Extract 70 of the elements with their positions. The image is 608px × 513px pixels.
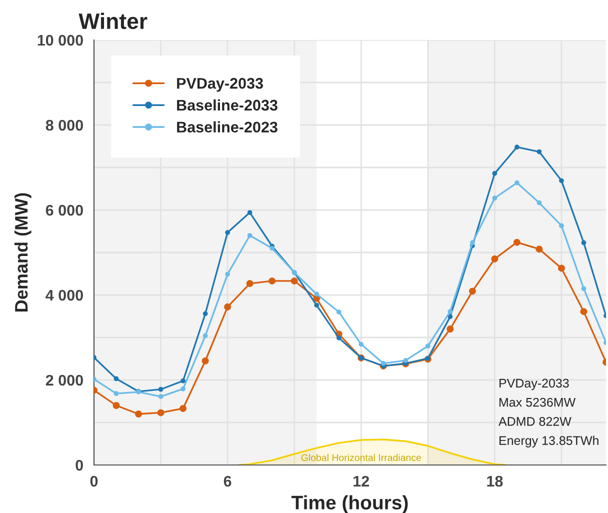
point <box>202 311 208 316</box>
annotation: Max 5236MW <box>500 398 576 407</box>
y-tick-label: 8 000 <box>46 120 83 131</box>
line-series <box>94 144 606 394</box>
point <box>470 240 475 246</box>
y-tick-label: 6 000 <box>46 204 83 216</box>
point <box>492 171 498 176</box>
point <box>380 360 386 366</box>
point <box>202 333 208 338</box>
point <box>180 405 187 412</box>
point <box>314 292 320 297</box>
point <box>112 402 120 409</box>
point <box>158 394 164 400</box>
point <box>514 180 520 186</box>
point <box>268 278 276 284</box>
point <box>468 288 476 295</box>
point <box>536 246 543 253</box>
point <box>536 149 542 154</box>
point <box>559 178 564 184</box>
point <box>225 272 230 277</box>
point <box>514 144 520 150</box>
point <box>536 200 542 206</box>
point <box>492 196 498 201</box>
point <box>180 386 186 392</box>
y-tick-label: 4 000 <box>46 290 83 301</box>
point <box>358 342 364 347</box>
point <box>157 409 164 416</box>
point <box>246 280 254 287</box>
legend-label: PVDay-2033 <box>177 78 263 92</box>
point <box>158 386 164 392</box>
point <box>202 357 209 364</box>
point <box>581 240 586 246</box>
x-axis-title: Time (hours) <box>292 495 408 513</box>
legend-label: Baseline-2023 <box>177 121 278 133</box>
y-axis-title: Demand (MW) <box>14 193 32 312</box>
point <box>448 309 453 314</box>
x-tick-label: 18 <box>487 476 503 487</box>
point <box>314 302 320 308</box>
annotation: PVDay-2033 <box>500 378 569 390</box>
x-tick-label: 0 <box>90 476 98 487</box>
point <box>114 376 119 382</box>
point <box>336 310 342 314</box>
x-tick-label: 12 <box>354 476 370 486</box>
point <box>135 410 142 418</box>
point <box>559 223 564 228</box>
annotation: Global Horizontal Irradiance <box>301 454 421 462</box>
point <box>114 391 119 396</box>
point <box>491 255 498 262</box>
point <box>247 210 252 215</box>
point <box>513 238 520 246</box>
point <box>224 303 232 310</box>
chart-title: Winter <box>78 12 148 30</box>
x-tick-label: 6 <box>224 476 232 487</box>
point <box>425 344 430 348</box>
point <box>580 308 588 316</box>
annotation: Energy 13.85TWh <box>500 436 598 448</box>
point <box>290 278 298 284</box>
y-tick-label: 2 000 <box>46 374 83 386</box>
point <box>247 233 252 238</box>
point <box>558 264 565 272</box>
point <box>180 378 186 384</box>
point <box>446 326 454 332</box>
point <box>581 286 586 292</box>
point <box>225 230 230 235</box>
annotation: ADMD 822W <box>498 417 572 426</box>
point <box>403 358 408 363</box>
y-tick-label: 0 <box>76 460 83 471</box>
y-tick-label: 10 000 <box>38 34 83 46</box>
legend-label: Baseline-2033 <box>177 99 278 111</box>
point <box>336 335 342 340</box>
